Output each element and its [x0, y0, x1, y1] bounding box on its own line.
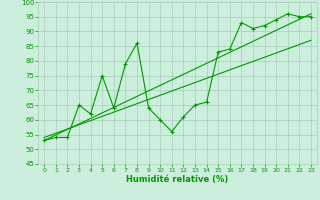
X-axis label: Humidité relative (%): Humidité relative (%)	[126, 175, 229, 184]
